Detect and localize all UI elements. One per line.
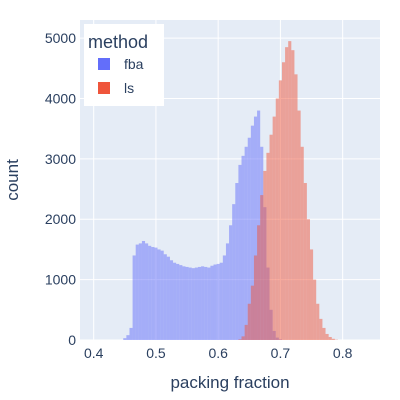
bar-fba: [232, 204, 236, 340]
bar-ls: [297, 110, 301, 340]
bar-ls: [294, 74, 298, 340]
x-tick-label: 0.8: [333, 345, 353, 361]
bar-fba: [166, 256, 170, 340]
bar-fba: [157, 249, 161, 340]
y-tick-label: 0: [68, 332, 76, 348]
y-tick-label: 1000: [45, 272, 76, 288]
bar-ls: [257, 225, 261, 340]
bar-ls: [306, 219, 310, 340]
bar-fba: [250, 125, 254, 341]
bar-fba: [229, 225, 233, 340]
legend-title: method: [88, 32, 148, 52]
bar-fba: [145, 243, 149, 340]
legend-swatch-ls: [98, 82, 110, 94]
bar-ls: [303, 183, 307, 340]
x-tick-label: 0.5: [146, 345, 166, 361]
bar-fba: [210, 265, 214, 340]
bar-fba: [235, 183, 239, 340]
y-axis-ticks: 0 1000 2000 3000 4000 5000: [45, 30, 76, 348]
bar-ls: [291, 50, 295, 340]
bar-fba: [179, 265, 183, 340]
bar-fba: [151, 247, 155, 340]
bar-ls: [316, 303, 320, 340]
bar-fba: [244, 146, 248, 340]
bar-fba: [132, 255, 136, 340]
bar-fba: [173, 262, 177, 340]
bar-ls: [247, 303, 251, 340]
bar-ls: [309, 249, 314, 340]
bar-ls: [278, 80, 282, 341]
bar-fba: [135, 244, 139, 340]
bar-fba: [163, 254, 167, 340]
bar-fba: [154, 247, 158, 340]
bar-fba: [225, 243, 230, 340]
bar-ls: [285, 47, 289, 341]
bar-fba: [197, 266, 202, 340]
bar-ls: [266, 152, 270, 340]
bar-fba: [216, 263, 220, 340]
legend-label-fba: fba: [124, 56, 144, 72]
bar-fba: [188, 267, 192, 340]
legend-swatch-fba: [98, 58, 110, 70]
y-tick-label: 2000: [45, 211, 76, 227]
bar-fba: [207, 267, 211, 340]
bar-fba: [148, 245, 152, 340]
x-tick-label: 0.6: [208, 345, 228, 361]
bar-ls: [300, 146, 304, 340]
x-axis-title: packing fraction: [170, 373, 289, 392]
bar-fba: [141, 240, 146, 340]
bar-ls: [319, 318, 323, 340]
bar-ls: [244, 324, 248, 340]
legend-box: [84, 24, 164, 106]
y-axis-title: count: [3, 159, 22, 201]
x-axis-ticks: 0.4 0.5 0.6 0.7 0.8: [84, 345, 353, 361]
bar-fba: [138, 243, 142, 340]
bar-ls: [288, 41, 292, 340]
bar-ls: [275, 98, 279, 340]
bar-fba: [129, 327, 133, 340]
bar-fba: [247, 137, 251, 340]
bar-fba: [222, 255, 226, 340]
bar-ls: [325, 333, 329, 340]
y-tick-label: 5000: [45, 30, 76, 46]
bar-fba: [213, 264, 217, 340]
bar-fba: [253, 116, 258, 340]
bar-fba: [182, 266, 186, 340]
y-tick-label: 4000: [45, 90, 76, 106]
bar-fba: [176, 263, 180, 340]
y-tick-label: 3000: [45, 151, 76, 167]
bar-fba: [169, 260, 174, 340]
bar-fba: [194, 267, 198, 340]
bar-ls: [328, 336, 332, 340]
bar-fba: [123, 338, 127, 340]
bar-ls: [263, 170, 267, 340]
bar-fba: [219, 262, 223, 340]
bar-ls: [322, 327, 326, 340]
bar-ls: [281, 62, 286, 340]
bar-fba: [204, 266, 208, 340]
legend-label-ls: ls: [124, 80, 134, 96]
bar-ls: [250, 285, 254, 340]
bar-ls: [238, 339, 242, 340]
legend: method fba ls: [84, 24, 164, 106]
x-tick-label: 0.7: [271, 345, 291, 361]
bar-fba: [160, 250, 164, 340]
bar-ls: [331, 338, 335, 340]
bar-fba: [185, 266, 189, 340]
bar-ls: [241, 336, 245, 340]
bar-ls: [313, 279, 317, 340]
bar-ls: [260, 195, 264, 340]
bar-fba: [201, 266, 205, 340]
bar-fba: [238, 164, 242, 340]
bar-fba: [191, 268, 195, 340]
bar-ls: [269, 134, 273, 340]
bar-ls: [272, 116, 276, 340]
bar-ls: [253, 255, 258, 340]
x-tick-label: 0.4: [84, 345, 104, 361]
bars: [123, 41, 338, 341]
bar-fba: [126, 335, 130, 340]
bar-fba: [241, 155, 245, 340]
